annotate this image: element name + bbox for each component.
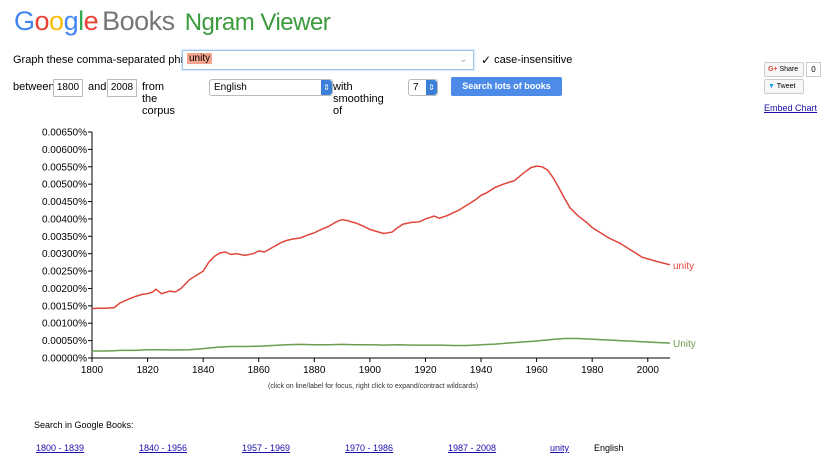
corpus-value: English <box>214 82 247 93</box>
y-tick-label: 0.00450% <box>42 197 87 208</box>
y-tick-label: 0.00150% <box>42 301 87 312</box>
tweet-button[interactable]: ▼ Tweet <box>764 79 804 94</box>
y-tick-label: 0.00050% <box>42 336 87 347</box>
y-tick-label: 0.00300% <box>42 249 87 260</box>
chevron-down-icon: ⌄ <box>459 54 467 64</box>
select-arrow-icon: ⇕ <box>321 80 332 95</box>
phrase-value: unity <box>187 53 213 64</box>
search-link-unity[interactable]: unity <box>550 443 570 453</box>
y-tick-label: 0.00550% <box>42 162 87 173</box>
y-tick-label: 0.00250% <box>42 267 87 278</box>
twitter-bird-icon: ▼ <box>768 83 775 90</box>
search-link-1987-2008[interactable]: 1987 - 2008 <box>448 443 497 453</box>
x-tick-label: 1940 <box>470 365 493 376</box>
y-tick-label: 0.00600% <box>42 145 87 156</box>
share-button[interactable]: G+ Share <box>764 62 804 77</box>
series-line-unity[interactable] <box>92 337 671 352</box>
page-title: Ngram Viewer <box>184 9 331 36</box>
google-plus-icon: G+ <box>768 66 778 73</box>
logo-letter: l <box>78 6 84 36</box>
search-in-label: Search in Google Books: <box>34 420 134 430</box>
x-tick-label: 1800 <box>81 365 104 376</box>
case-insensitive-label: case-insensitive <box>494 54 573 66</box>
y-tick-label: 0.00650% <box>42 128 87 139</box>
y-tick-label: 0.00200% <box>42 284 87 295</box>
search-link-1800-1839[interactable]: 1800 - 1839 <box>36 443 85 453</box>
series-line-unity[interactable] <box>91 165 671 310</box>
x-tick-label: 1860 <box>248 365 271 376</box>
logo-letter: G <box>14 6 35 36</box>
search-link-1840-1956[interactable]: 1840 - 1956 <box>139 443 188 453</box>
checkbox-icon[interactable]: ✓ <box>481 53 492 67</box>
smoothing-value: 7 <box>413 82 419 93</box>
x-tick-label: 1840 <box>192 365 215 376</box>
select-arrow-icon: ⇕ <box>426 80 437 95</box>
logo-letter: g <box>63 6 79 36</box>
x-tick-label: 1920 <box>414 365 437 376</box>
embed-chart-link[interactable]: Embed Chart <box>764 103 818 113</box>
y-tick-label: 0.00500% <box>42 180 87 191</box>
logo-letter: o <box>34 6 50 36</box>
x-tick-label: 1820 <box>136 365 159 376</box>
x-tick-label: 1980 <box>581 365 604 376</box>
x-tick-label: 1880 <box>303 365 326 376</box>
search-button[interactable]: Search lots of books <box>451 77 562 96</box>
between-label: between <box>13 81 55 93</box>
y-tick-label: 0.00400% <box>42 214 87 225</box>
year-end-input[interactable]: 2008 <box>107 79 137 97</box>
series-label-unity[interactable]: unity <box>673 261 694 272</box>
logo-letter: o <box>49 6 64 36</box>
smoothing-select[interactable]: 7 ⇕ <box>408 79 438 96</box>
x-tick-label: 2000 <box>637 365 660 376</box>
corpus-label: from the corpus <box>142 81 176 117</box>
x-tick-label: 1900 <box>359 365 382 376</box>
and-label: and <box>88 81 107 93</box>
x-tick-label: 1960 <box>525 365 548 376</box>
corpus-select[interactable]: English ⇕ <box>209 79 333 96</box>
smoothing-label: with smoothing of <box>333 81 384 117</box>
year-start-input[interactable]: 1800 <box>53 79 83 97</box>
graph-label: Graph these comma-separated phrases: <box>13 54 211 66</box>
search-link-1957-1969[interactable]: 1957 - 1969 <box>242 443 291 453</box>
case-insensitive-option[interactable]: ✓ case-insensitive <box>481 53 572 67</box>
series-label-unity[interactable]: Unity <box>673 339 696 350</box>
search-link-1970-1986[interactable]: 1970 - 1986 <box>345 443 394 453</box>
y-tick-label: 0.00000% <box>42 354 87 365</box>
google-books-logo[interactable]: Google Books Ngram Viewer <box>14 6 331 37</box>
logo-letter: e <box>83 6 99 36</box>
share-count: 0 <box>806 62 821 77</box>
logo-books: Books <box>102 6 175 36</box>
search-corpus-label: English <box>594 443 624 453</box>
tweet-label: Tweet <box>776 83 796 90</box>
ngram-chart[interactable]: 0.00650% 0.00600% 0.00550% 0.00500% 0.00450%… <box>0 120 839 385</box>
y-tick-label: 0.00100% <box>42 319 87 330</box>
y-tick-label: 0.00350% <box>42 232 87 243</box>
chart-hint: (click on line/label for focus, right cl… <box>268 383 479 390</box>
share-label: Share <box>779 66 799 73</box>
phrase-input[interactable]: unity ⌄ <box>182 50 474 70</box>
phrase-row: Graph these comma-separated phrases: <box>13 50 211 70</box>
